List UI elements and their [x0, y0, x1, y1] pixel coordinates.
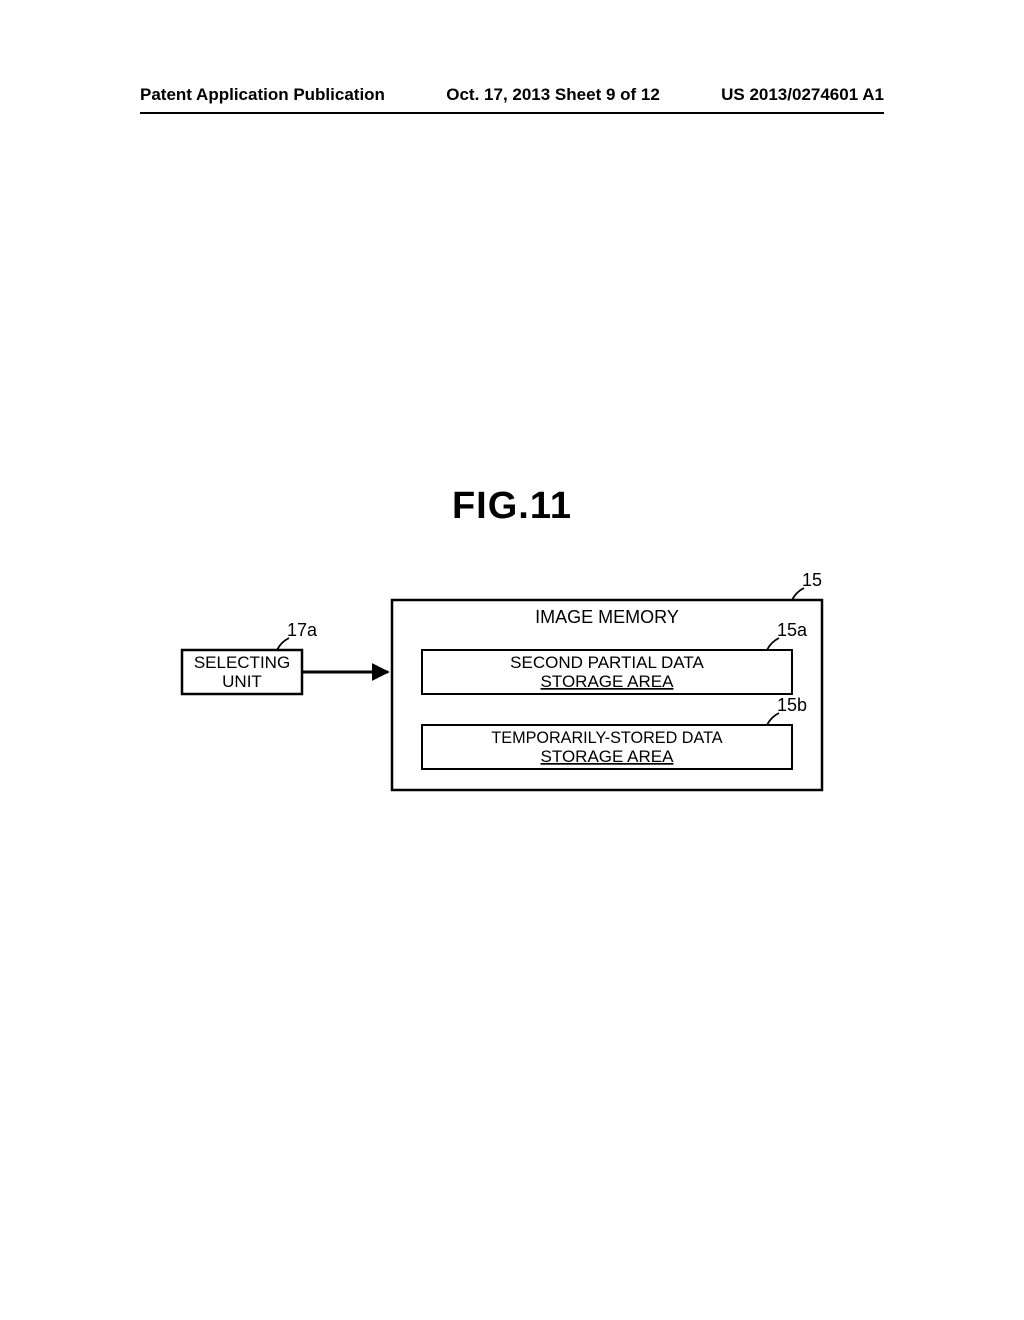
selecting-unit-block: SELECTING UNIT 17a: [182, 620, 318, 694]
header-right: US 2013/0274601 A1: [721, 85, 884, 105]
area2-line1: TEMPORARILY-STORED DATA: [491, 729, 722, 747]
figure-title: FIG.11: [0, 485, 1024, 528]
image-memory-block: IMAGE MEMORY 15 SECOND PARTIAL DATA STOR…: [392, 570, 822, 790]
image-memory-title: IMAGE MEMORY: [535, 607, 679, 627]
page-header: Patent Application Publication Oct. 17, …: [0, 85, 1024, 105]
diagram-area: SELECTING UNIT 17a IMAGE MEMORY 15 SECON…: [0, 560, 1024, 820]
ref-17a-label: 17a: [287, 620, 318, 640]
area1-line2: STORAGE AREA: [541, 672, 675, 691]
ref-15b-label: 15b: [777, 695, 807, 715]
diagram-svg: SELECTING UNIT 17a IMAGE MEMORY 15 SECON…: [142, 560, 882, 820]
area1-line1: SECOND PARTIAL DATA: [510, 653, 704, 672]
header-left: Patent Application Publication: [140, 85, 385, 105]
ref-15-label: 15: [802, 570, 822, 590]
header-rule: [140, 112, 884, 114]
header-center: Oct. 17, 2013 Sheet 9 of 12: [446, 85, 660, 105]
selecting-unit-line2: UNIT: [222, 672, 262, 691]
selecting-unit-line1: SELECTING: [194, 653, 290, 672]
area2-line2: STORAGE AREA: [541, 747, 675, 766]
ref-15a-label: 15a: [777, 620, 808, 640]
